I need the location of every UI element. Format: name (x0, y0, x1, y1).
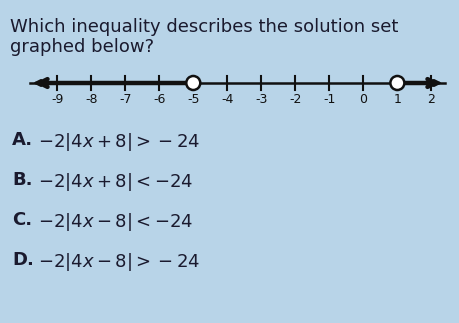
Text: A.: A. (12, 131, 33, 149)
Text: -3: -3 (255, 93, 267, 106)
Circle shape (390, 76, 403, 90)
Text: 0: 0 (358, 93, 367, 106)
Text: $-2|4x-8|<-24$: $-2|4x-8|<-24$ (38, 211, 193, 233)
Text: graphed below?: graphed below? (10, 38, 154, 56)
Text: Which inequality describes the solution set: Which inequality describes the solution … (10, 18, 397, 36)
Text: -8: -8 (85, 93, 97, 106)
Text: C.: C. (12, 211, 32, 229)
Circle shape (186, 76, 200, 90)
Text: D.: D. (12, 251, 34, 269)
Text: -4: -4 (221, 93, 233, 106)
Text: -7: -7 (119, 93, 131, 106)
Text: -6: -6 (153, 93, 165, 106)
Text: -1: -1 (323, 93, 335, 106)
Text: $-2|4x-8|>-24$: $-2|4x-8|>-24$ (38, 251, 200, 273)
Text: -2: -2 (289, 93, 301, 106)
Text: 1: 1 (392, 93, 400, 106)
Text: -5: -5 (187, 93, 199, 106)
Text: $-2|4x+8|<-24$: $-2|4x+8|<-24$ (38, 171, 193, 193)
Text: -9: -9 (51, 93, 63, 106)
Text: B.: B. (12, 171, 33, 189)
Text: 2: 2 (426, 93, 434, 106)
Text: $-2|4x+8|>-24$: $-2|4x+8|>-24$ (38, 131, 200, 153)
